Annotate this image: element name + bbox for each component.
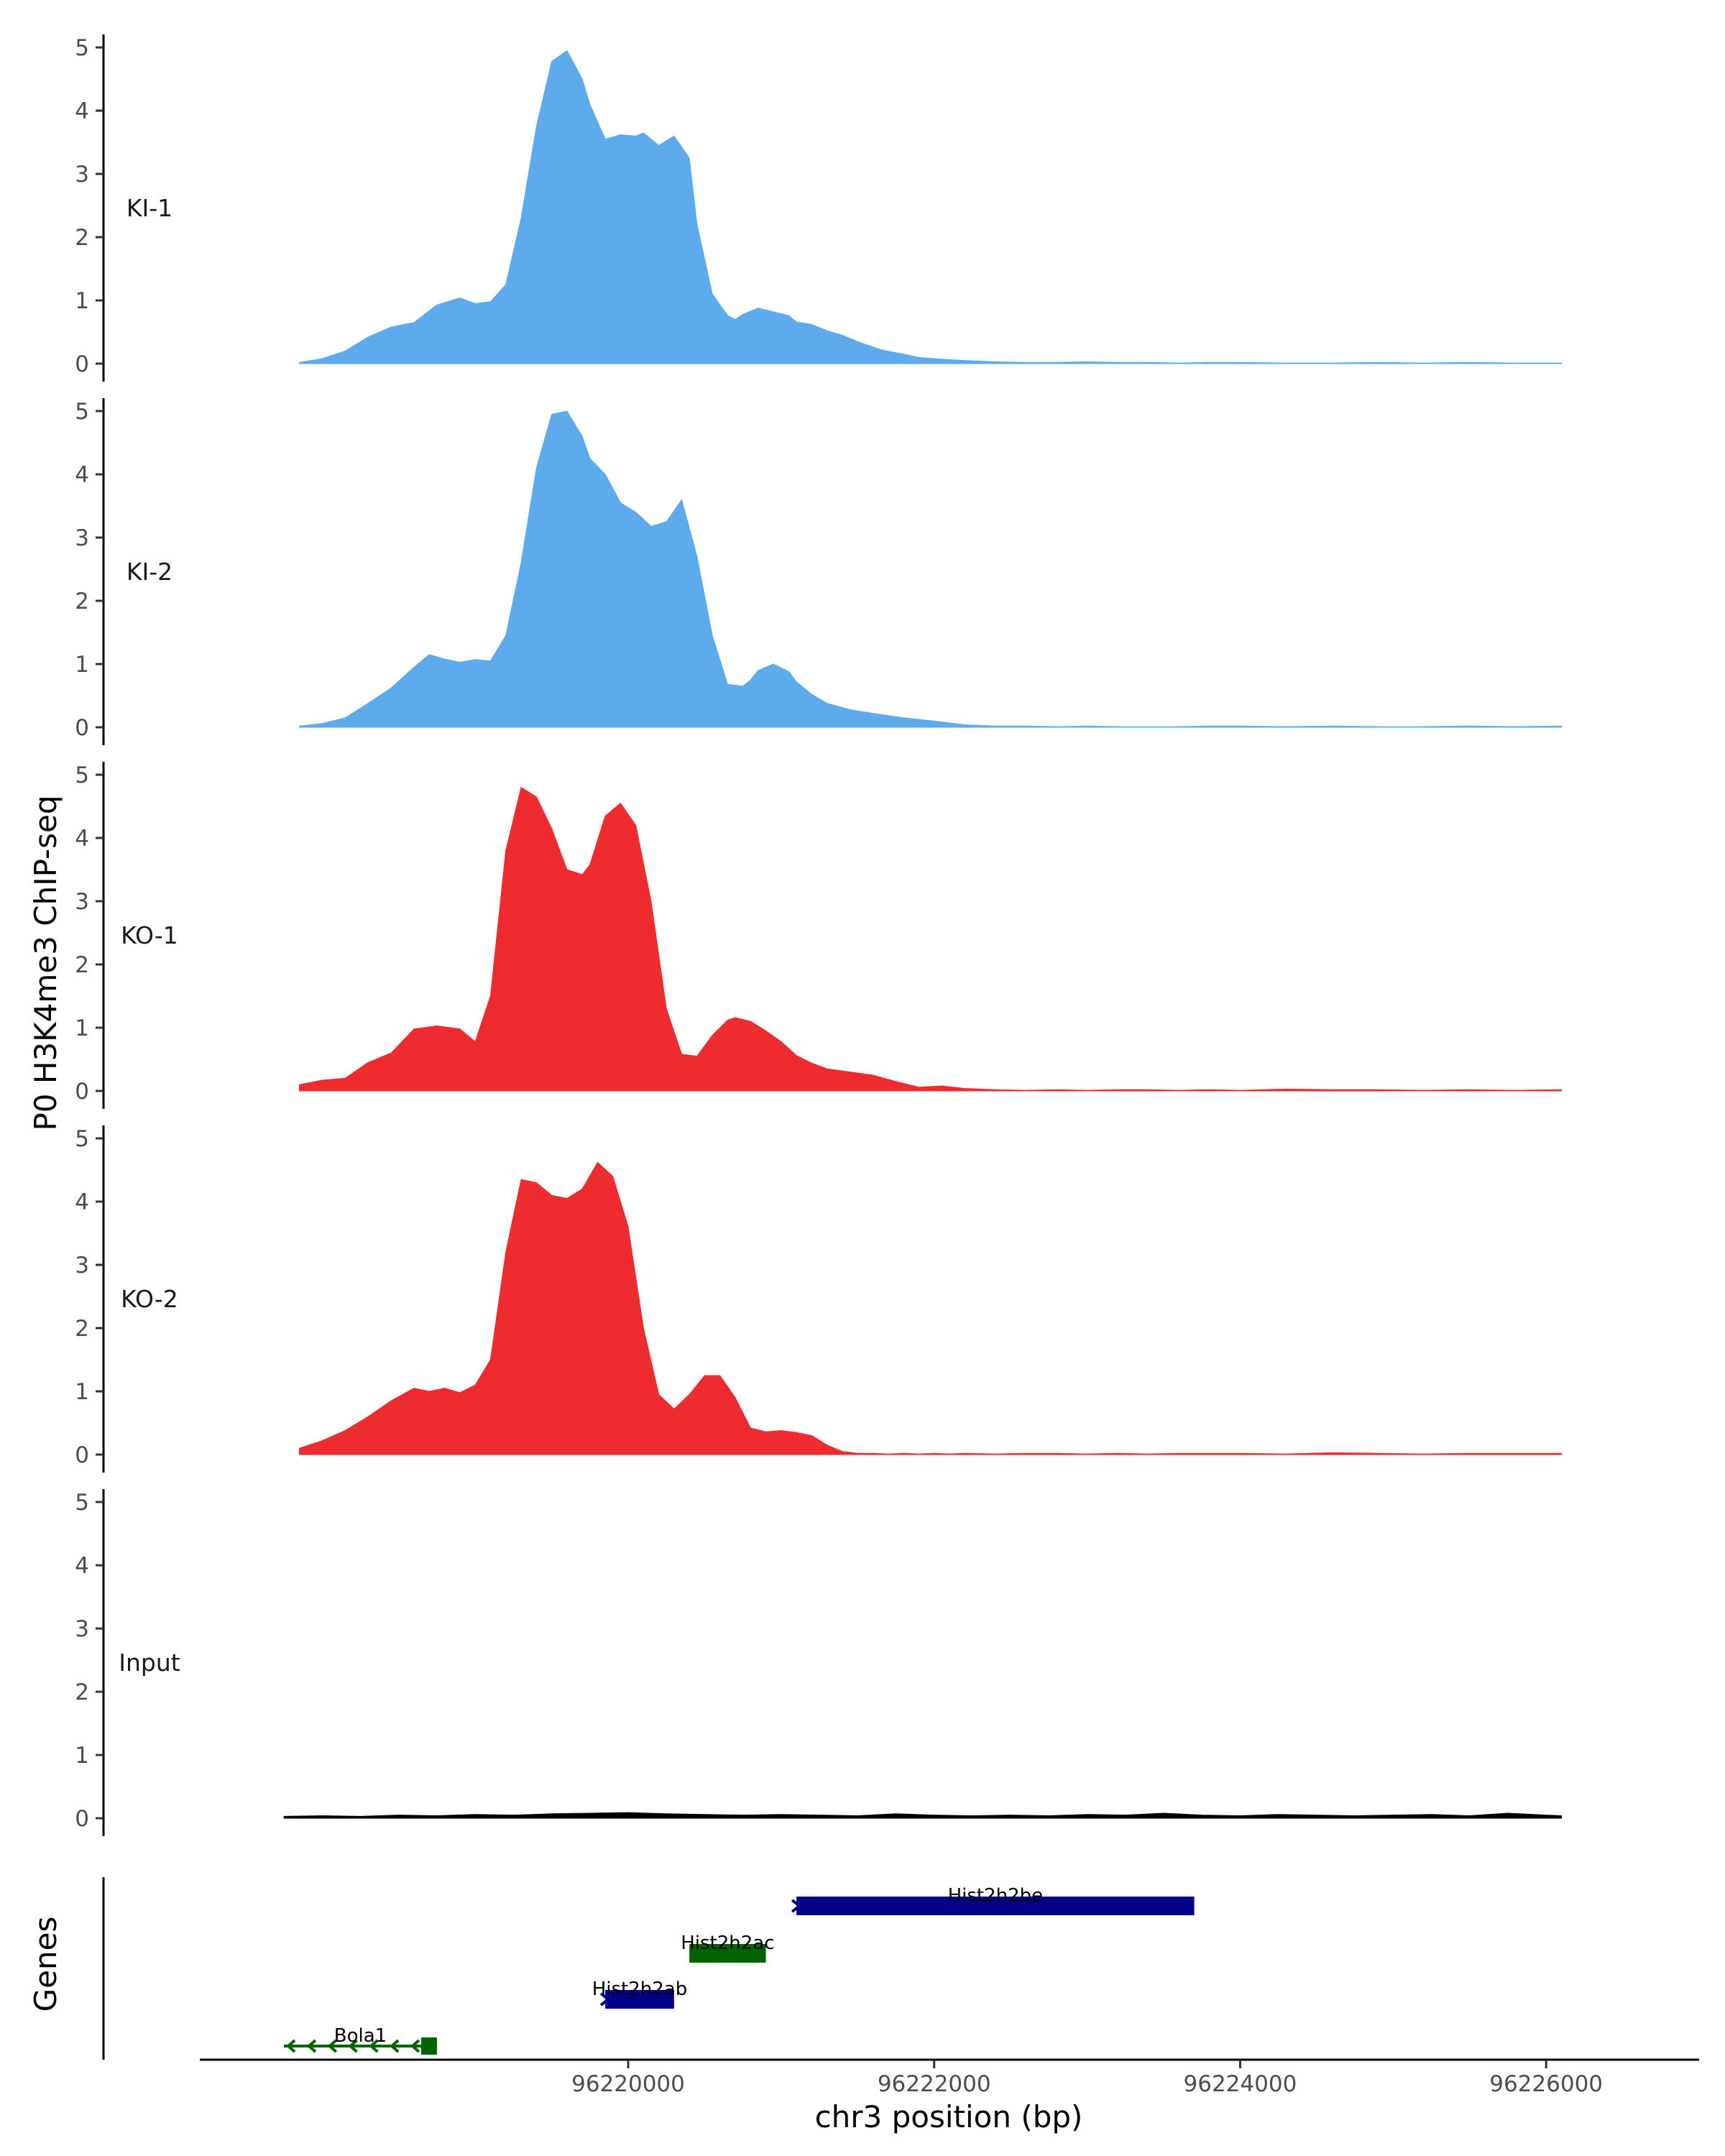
y-tick-label: 2 — [75, 1316, 89, 1342]
x-tick-label: 96222000 — [878, 2071, 991, 2097]
y-tick-label: 5 — [75, 763, 89, 788]
strand-arrow — [390, 2039, 400, 2053]
gene-label: Hist2h2ac — [681, 1932, 774, 1954]
gene-label: Hist2h2be — [948, 1885, 1044, 1907]
gene-label: Hist2h2ab — [592, 1978, 688, 2000]
y-tick-label: 0 — [75, 351, 89, 377]
strand-arrow — [599, 1992, 611, 2007]
strand-arrow — [369, 2039, 379, 2053]
y-tick-label: 4 — [75, 1189, 89, 1215]
y-tick-label: 0 — [75, 715, 89, 741]
y-tick-label: 2 — [75, 1680, 89, 1705]
track-label: KI-1 — [126, 194, 172, 222]
gene-body — [796, 1897, 1195, 1915]
y-tick-label: 4 — [75, 462, 89, 488]
y-tick-label: 3 — [75, 1253, 89, 1279]
track-ki-2: 0 1 2 3 4 5 KI-2 — [75, 398, 1562, 745]
y-tick-label: 3 — [75, 889, 89, 915]
y-tick-label: 0 — [75, 1442, 89, 1468]
y-tick-label: 4 — [75, 826, 89, 852]
y-tick-label: 4 — [75, 1553, 89, 1579]
track-label: KO-1 — [121, 921, 178, 949]
y-tick-label: 1 — [75, 1743, 89, 1769]
coverage-area-input — [283, 1812, 1562, 1819]
gene-body — [689, 1944, 766, 1963]
y-axis-title: P0 H3K4me3 ChIP-seq — [28, 795, 63, 1130]
x-tick-label: 96220000 — [571, 2071, 685, 2097]
coverage-area-ko-2 — [298, 1161, 1562, 1455]
track-ko-2: 0 1 2 3 4 5 KO-2 — [75, 1125, 1562, 1473]
coverage-area-ki-2 — [298, 410, 1562, 728]
strand-arrow — [327, 2039, 338, 2053]
x-axis-title: chr3 position (bp) — [815, 2099, 1083, 2134]
gene-hist2h2be: Hist2h2be — [791, 1885, 1195, 1915]
y-tick-label: 3 — [75, 525, 89, 551]
coverage-tracks: 0 1 2 3 4 5 KI-1 0 1 2 3 4 5 KI-2 0 1 2 3 4 5 KO-1 0 1 2 3 4 5 KO-2… — [75, 34, 1562, 1836]
y-tick-label: 5 — [75, 1126, 89, 1152]
strand-arrow — [348, 2039, 358, 2053]
gene-hist2h2ab: Hist2h2ab — [592, 1978, 688, 2009]
y-tick-label: 1 — [75, 288, 89, 314]
y-tick-label: 3 — [75, 1616, 89, 1642]
y-tick-label: 2 — [75, 589, 89, 614]
y-tick-label: 1 — [75, 1379, 89, 1405]
gene-body — [605, 1990, 674, 2009]
y-tick-label: 0 — [75, 1079, 89, 1105]
track-label: Input — [119, 1649, 180, 1677]
x-tick-label: 96224000 — [1184, 2071, 1297, 2097]
y-tick-label: 1 — [75, 1015, 89, 1041]
y-tick-label: 5 — [75, 1490, 89, 1516]
y-tick-label: 4 — [75, 98, 89, 124]
strand-arrow — [306, 2039, 317, 2053]
track-ki-1: 0 1 2 3 4 5 KI-1 — [75, 34, 1562, 382]
genes-track: Hist2h2be Hist2h2ac Hist2h2ab Bola1 — [102, 1877, 1195, 2060]
y-tick-label: 1 — [75, 652, 89, 678]
strand-arrow — [791, 1899, 802, 1913]
y-tick-label: 2 — [75, 225, 89, 251]
gene-bola1: Bola1 — [284, 2025, 437, 2055]
y-tick-label: 5 — [75, 399, 89, 425]
gene-hist2h2ac: Hist2h2ac — [681, 1932, 775, 1963]
coverage-area-ko-1 — [298, 787, 1562, 1092]
track-ko-1: 0 1 2 3 4 5 KO-1 — [75, 762, 1562, 1109]
track-label: KI-2 — [126, 558, 172, 586]
track-label: KO-2 — [121, 1285, 178, 1313]
x-axis: 96220000 96222000 96224000 96226000 — [200, 2058, 1699, 2097]
x-tick-label: 96226000 — [1489, 2071, 1603, 2097]
gene-label: Bola1 — [334, 2025, 387, 2047]
gene-exon — [420, 2037, 437, 2055]
y-tick-label: 0 — [75, 1806, 89, 1832]
y-tick-label: 2 — [75, 952, 89, 978]
y-tick-label: 5 — [75, 35, 89, 61]
genes-axis-title: Genes — [28, 1917, 63, 2012]
y-tick-label: 3 — [75, 162, 89, 188]
coverage-area-ki-1 — [298, 50, 1562, 364]
strand-arrow — [286, 2039, 296, 2053]
track-input: 0 1 2 3 4 5 Input — [75, 1489, 1562, 1836]
strand-arrow — [410, 2039, 420, 2053]
